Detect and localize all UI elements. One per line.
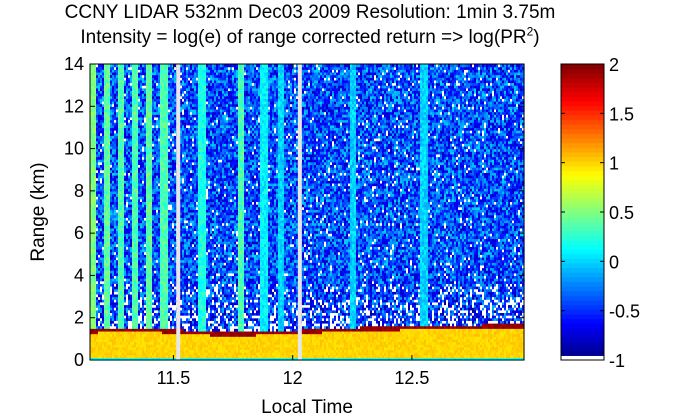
y-tick-label: 6 bbox=[74, 223, 84, 243]
colorbar-segment bbox=[561, 124, 604, 129]
colorbar-segment bbox=[561, 78, 604, 83]
colorbar-segment bbox=[561, 318, 604, 323]
colorbar-segment bbox=[561, 207, 604, 212]
colorbar-segment bbox=[561, 291, 604, 296]
colorbar-segment bbox=[561, 314, 604, 319]
colorbar-tick-label: 1 bbox=[609, 154, 619, 174]
colorbar-segment bbox=[561, 277, 604, 282]
colorbar-segment bbox=[561, 217, 604, 222]
colorbar-segment bbox=[561, 83, 604, 88]
colorbar-segment bbox=[561, 73, 604, 78]
colorbar-segment bbox=[561, 346, 604, 351]
colorbar-segment bbox=[561, 351, 604, 356]
colorbar-segment bbox=[561, 249, 604, 254]
x-tick-label: 11.5 bbox=[157, 368, 191, 388]
colorbar-tick-label: -0.5 bbox=[609, 302, 640, 322]
colorbar-segment bbox=[561, 309, 604, 314]
colorbar-segment bbox=[561, 152, 604, 157]
y-axis-label: Range (km) bbox=[28, 162, 49, 261]
colorbar-segment bbox=[561, 194, 604, 199]
colorbar-segment bbox=[561, 110, 604, 115]
colorbar-segment bbox=[561, 337, 604, 342]
plot-area bbox=[90, 64, 525, 361]
colorbar-segment bbox=[561, 96, 604, 101]
heatmap-cells bbox=[90, 64, 525, 361]
colorbar-segment bbox=[561, 235, 604, 240]
colorbar-segment bbox=[561, 147, 604, 152]
colorbar-segment bbox=[561, 323, 604, 328]
x-tick-label: 12 bbox=[283, 368, 303, 388]
data-gap-1 bbox=[298, 64, 302, 360]
colorbar-segment bbox=[561, 221, 604, 226]
colorbar-segment bbox=[561, 170, 604, 175]
colorbar-segment bbox=[561, 231, 604, 236]
colorbar-segment bbox=[561, 203, 604, 208]
colorbar-segment bbox=[561, 175, 604, 180]
y-tick-label: 2 bbox=[74, 308, 84, 328]
colorbar-segment bbox=[561, 332, 604, 337]
colorbar-segment bbox=[561, 254, 604, 259]
colorbar-tick-label: 2 bbox=[609, 55, 619, 75]
x-tick-label: 12.5 bbox=[394, 368, 429, 388]
colorbar-segment bbox=[561, 342, 604, 347]
colorbar-segment bbox=[561, 184, 604, 189]
colorbar-segment bbox=[561, 300, 604, 305]
colorbar-segment bbox=[561, 157, 604, 162]
colorbar-segment bbox=[561, 295, 604, 300]
x-axis-label: Local Time bbox=[261, 397, 353, 418]
colorbar-segment bbox=[561, 268, 604, 273]
colorbar-segment bbox=[561, 101, 604, 106]
colorbar-tick-label: -1 bbox=[609, 351, 625, 371]
y-tick-label: 12 bbox=[64, 96, 84, 116]
colorbar-tick-label: 0 bbox=[609, 252, 619, 272]
y-tick-label: 10 bbox=[64, 139, 84, 159]
colorbar-segment bbox=[561, 143, 604, 148]
colorbar-tick-label: 0.5 bbox=[609, 203, 634, 223]
colorbar-segment bbox=[561, 272, 604, 277]
y-tick-label: 14 bbox=[64, 54, 84, 74]
colorbar-segment bbox=[561, 258, 604, 263]
colorbar: -1 -0.5 0 0.5 1 1.5 2 bbox=[561, 55, 640, 371]
colorbar-segment bbox=[561, 92, 604, 97]
y-tick-label: 0 bbox=[74, 350, 84, 370]
y-tick-label: 8 bbox=[74, 181, 84, 201]
colorbar-segment bbox=[561, 244, 604, 249]
colorbar-segment bbox=[561, 286, 604, 291]
colorbar-segment bbox=[561, 87, 604, 92]
colorbar-segment bbox=[561, 115, 604, 120]
colorbar-segment bbox=[561, 189, 604, 194]
colorbar-segment bbox=[561, 138, 604, 143]
y-tick-label: 4 bbox=[74, 265, 84, 285]
colorbar-segment bbox=[561, 226, 604, 231]
colorbar-segment bbox=[561, 328, 604, 333]
colorbar-segment bbox=[561, 240, 604, 245]
colorbar-segment bbox=[561, 212, 604, 217]
colorbar-segment bbox=[561, 120, 604, 125]
colorbar-segment bbox=[561, 129, 604, 134]
colorbar-segment bbox=[561, 64, 604, 69]
colorbar-segment bbox=[561, 133, 604, 138]
colorbar-segment bbox=[561, 106, 604, 111]
colorbar-segment bbox=[561, 198, 604, 203]
colorbar-segment bbox=[561, 263, 604, 268]
colorbar-tick-label: 1.5 bbox=[609, 104, 634, 124]
colorbar-segment bbox=[561, 161, 604, 166]
colorbar-segment bbox=[561, 166, 604, 171]
colorbar-segment bbox=[561, 180, 604, 185]
colorbar-segment bbox=[561, 305, 604, 310]
colorbar-segment bbox=[561, 281, 604, 286]
data-gap-0 bbox=[176, 64, 180, 360]
colorbar-segment bbox=[561, 69, 604, 74]
